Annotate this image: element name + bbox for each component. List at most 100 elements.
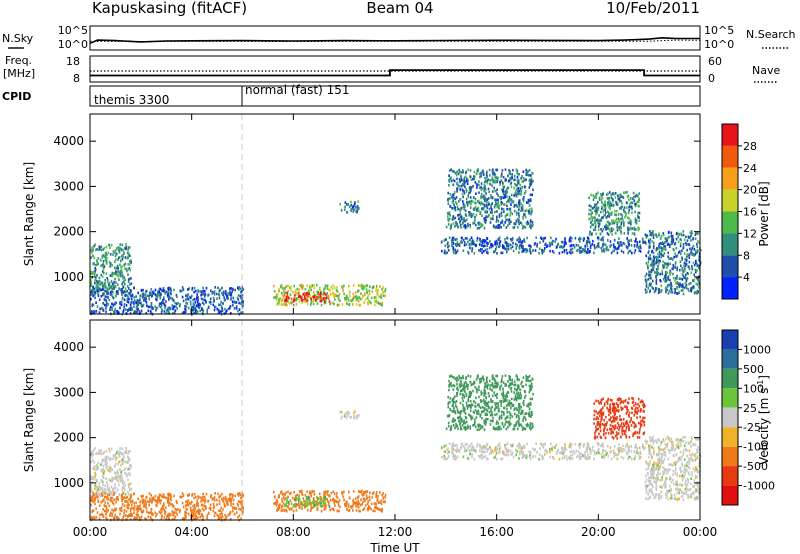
power-cell-6 xyxy=(483,220,486,223)
power-cell-2 xyxy=(295,303,298,306)
power-cell-0 xyxy=(95,279,98,283)
power-cell-6 xyxy=(495,176,498,179)
power-cell-8 xyxy=(690,230,693,233)
velocity-cell-0 xyxy=(108,487,111,490)
power-cell-1 xyxy=(221,309,224,313)
power-cell-5 xyxy=(446,242,449,246)
velocity-cell-1 xyxy=(105,510,107,513)
power-cell-0 xyxy=(93,272,95,275)
power-cell-8 xyxy=(652,241,655,244)
velocity-cell-2 xyxy=(352,490,355,493)
power-cell-7 xyxy=(598,198,601,201)
power-cell-6 xyxy=(529,180,532,184)
power-cell-0 xyxy=(120,266,122,269)
power-cell-6 xyxy=(484,218,486,221)
velocity-cell-2 xyxy=(352,500,354,503)
velocity-cell-0 xyxy=(128,456,130,460)
power-cell-6 xyxy=(501,201,503,205)
power-cell-5 xyxy=(525,250,528,254)
power-cell-7 xyxy=(606,196,609,200)
power-cell-1 xyxy=(146,294,149,297)
power-cell-5 xyxy=(565,242,567,245)
power-cell-7 xyxy=(629,226,632,230)
power-cell-6 xyxy=(455,223,457,227)
power-cell-2 xyxy=(361,283,363,287)
velocity-cell-1 xyxy=(174,507,176,511)
power-cell-5 xyxy=(571,251,574,254)
cpid-panel-frame xyxy=(89,85,701,107)
power-cell-8 xyxy=(664,248,667,251)
power-cell-6 xyxy=(459,180,461,184)
power-cell-6 xyxy=(486,198,488,201)
power-cell-5 xyxy=(444,249,446,253)
power-cell-1 xyxy=(217,286,219,290)
power-cell-5 xyxy=(618,242,620,246)
power-cell-6 xyxy=(501,196,503,199)
velocity-cell-0 xyxy=(100,452,103,456)
power-cell-6 xyxy=(513,226,516,229)
velocity-cell-1 xyxy=(162,504,164,508)
power-cell-1 xyxy=(149,291,151,295)
power-cell-8 xyxy=(671,239,674,242)
velocity-cell-1 xyxy=(143,503,146,506)
velocity-cell-0 xyxy=(106,461,108,465)
power-cell-1 xyxy=(142,293,145,296)
power-cell-8 xyxy=(696,242,698,246)
power-cell-3 xyxy=(317,295,320,299)
power-cell-6 xyxy=(463,225,465,228)
power-cbar-tick-label-4: 20 xyxy=(743,184,757,197)
power-cell-1 xyxy=(143,299,145,302)
power-cell-5 xyxy=(584,247,586,251)
velocity-cell-1 xyxy=(234,507,236,510)
power-cell-1 xyxy=(105,307,107,310)
power-cell-2 xyxy=(379,295,382,298)
power-cell-0 xyxy=(115,271,117,274)
power-cell-7 xyxy=(593,196,595,199)
power-cell-4 xyxy=(351,207,353,210)
power-cell-7 xyxy=(592,223,594,226)
power-cell-1 xyxy=(213,293,216,296)
power-cell-5 xyxy=(512,241,514,245)
power-cell-8 xyxy=(645,280,647,284)
power-cell-6 xyxy=(517,187,520,190)
velocity-cell-1 xyxy=(145,507,148,510)
power-cell-5 xyxy=(621,244,623,247)
power-cell-7 xyxy=(616,201,619,205)
power-cell-5 xyxy=(586,244,589,248)
power-cell-1 xyxy=(139,298,141,301)
velocity-cell-2 xyxy=(337,504,340,507)
power-cell-6 xyxy=(452,197,455,201)
power-cell-5 xyxy=(541,251,544,255)
power-cell-1 xyxy=(145,312,147,315)
power-cell-2 xyxy=(298,300,301,303)
velocity-cell-1 xyxy=(202,495,204,499)
velocity-cell-1 xyxy=(104,492,106,495)
power-cell-7 xyxy=(595,232,598,236)
power-cell-6 xyxy=(458,168,460,172)
velocity-cell-3 xyxy=(320,504,323,508)
velocity-cell-0 xyxy=(108,447,110,451)
power-cell-5 xyxy=(620,241,622,244)
power-cell-2 xyxy=(347,299,350,302)
velocity-cell-1 xyxy=(162,507,164,511)
power-cell-7 xyxy=(635,203,637,206)
velocity-cell-1 xyxy=(190,512,193,515)
velocity-cell-1 xyxy=(128,513,130,517)
power-cell-6 xyxy=(486,170,488,174)
power-cell-6 xyxy=(518,208,520,212)
power-cell-1 xyxy=(142,303,145,307)
power-cell-7 xyxy=(610,227,613,230)
power-cell-2 xyxy=(275,298,278,301)
power-cell-5 xyxy=(571,236,573,240)
power-cell-5 xyxy=(642,238,644,242)
power-cell-6 xyxy=(515,213,518,216)
power-cell-2 xyxy=(366,290,369,294)
power-cell-5 xyxy=(579,251,582,254)
power-cell-6 xyxy=(530,208,533,211)
power-cell-6 xyxy=(456,224,459,227)
power-cell-6 xyxy=(478,221,480,225)
power-cell-1 xyxy=(141,296,144,299)
power-cell-1 xyxy=(128,292,130,295)
power-cell-2 xyxy=(308,286,311,289)
velocity-cell-1 xyxy=(166,515,168,518)
